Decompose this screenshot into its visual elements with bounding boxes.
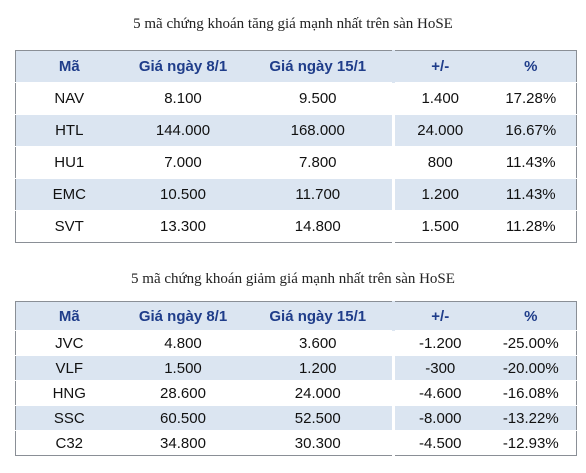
- cell-percent: -12.93%: [485, 430, 577, 456]
- cell-price-15-1: 52.500: [243, 405, 394, 431]
- table-row: NAV 8.100 9.500 1.400 17.28%: [15, 82, 577, 115]
- table-row: HU1 7.000 7.800 800 11.43%: [15, 146, 577, 179]
- cell-ma: VLF: [15, 355, 123, 381]
- cell-percent: 11.43%: [485, 178, 577, 211]
- cell-price-8-1: 13.300: [122, 210, 244, 243]
- cell-ma: HTL: [15, 114, 123, 147]
- col-header-price-15-1: Giá ngày 15/1: [243, 301, 394, 331]
- cell-percent: 11.28%: [485, 210, 577, 243]
- losers-title: 5 mã chứng khoán giảm giá mạnh nhất trên…: [131, 271, 455, 287]
- cell-ma: HNG: [15, 380, 123, 406]
- cell-ma: SVT: [15, 210, 123, 243]
- cell-ma: EMC: [15, 178, 123, 211]
- table-row: EMC 10.500 11.700 1.200 11.43%: [15, 178, 577, 211]
- table-row: SVT 13.300 14.800 1.500 11.28%: [15, 210, 577, 243]
- cell-price-8-1: 34.800: [122, 430, 244, 456]
- cell-percent: -20.00%: [485, 355, 577, 381]
- cell-change: 800: [392, 146, 486, 179]
- cell-price-8-1: 7.000: [122, 146, 244, 179]
- cell-change: 1.500: [392, 210, 486, 243]
- table-row: VLF 1.500 1.200 -300 -20.00%: [15, 355, 577, 381]
- cell-change: 1.400: [392, 82, 486, 115]
- cell-price-15-1: 3.600: [243, 330, 394, 356]
- cell-price-15-1: 24.000: [243, 380, 394, 406]
- cell-change: -4.600: [392, 380, 486, 406]
- cell-change: 1.200: [392, 178, 486, 211]
- cell-price-8-1: 144.000: [122, 114, 244, 147]
- cell-percent: -13.22%: [485, 405, 577, 431]
- gainers-title: 5 mã chứng khoán tăng giá mạnh nhất trên…: [133, 16, 453, 32]
- cell-price-8-1: 1.500: [122, 355, 244, 381]
- cell-ma: NAV: [15, 82, 123, 115]
- cell-price-8-1: 4.800: [122, 330, 244, 356]
- col-header-change: +/-: [392, 50, 486, 83]
- cell-change: -1.200: [392, 330, 486, 356]
- cell-change: -4.500: [392, 430, 486, 456]
- losers-table: Mã Giá ngày 8/1 Giá ngày 15/1 +/- % JVC …: [15, 301, 577, 456]
- cell-price-8-1: 60.500: [122, 405, 244, 431]
- col-header-price-15-1: Giá ngày 15/1: [243, 50, 394, 83]
- table-row: C32 34.800 30.300 -4.500 -12.93%: [15, 430, 577, 456]
- cell-percent: -25.00%: [485, 330, 577, 356]
- cell-price-15-1: 14.800: [243, 210, 394, 243]
- cell-price-15-1: 168.000: [243, 114, 394, 147]
- cell-percent: 17.28%: [485, 82, 577, 115]
- table-header-row: Mã Giá ngày 8/1 Giá ngày 15/1 +/- %: [15, 301, 577, 331]
- col-header-percent: %: [485, 301, 577, 331]
- cell-ma: C32: [15, 430, 123, 456]
- cell-price-8-1: 10.500: [122, 178, 244, 211]
- table-header-row: Mã Giá ngày 8/1 Giá ngày 15/1 +/- %: [15, 50, 577, 83]
- cell-change: 24.000: [392, 114, 486, 147]
- cell-percent: -16.08%: [485, 380, 577, 406]
- table-row: SSC 60.500 52.500 -8.000 -13.22%: [15, 405, 577, 431]
- table-row: JVC 4.800 3.600 -1.200 -25.00%: [15, 330, 577, 356]
- cell-percent: 16.67%: [485, 114, 577, 147]
- col-header-price-8-1: Giá ngày 8/1: [122, 50, 244, 83]
- table-row: HTL 144.000 168.000 24.000 16.67%: [15, 114, 577, 147]
- cell-percent: 11.43%: [485, 146, 577, 179]
- cell-ma: JVC: [15, 330, 123, 356]
- col-header-percent: %: [485, 50, 577, 83]
- cell-price-15-1: 11.700: [243, 178, 394, 211]
- gainers-table: Mã Giá ngày 8/1 Giá ngày 15/1 +/- % NAV …: [15, 50, 577, 243]
- col-header-ma: Mã: [15, 50, 123, 83]
- cell-price-8-1: 8.100: [122, 82, 244, 115]
- col-header-price-8-1: Giá ngày 8/1: [122, 301, 244, 331]
- cell-price-15-1: 9.500: [243, 82, 394, 115]
- cell-price-15-1: 1.200: [243, 355, 394, 381]
- cell-price-8-1: 28.600: [122, 380, 244, 406]
- col-header-change: +/-: [392, 301, 486, 331]
- cell-change: -8.000: [392, 405, 486, 431]
- cell-ma: HU1: [15, 146, 123, 179]
- cell-price-15-1: 30.300: [243, 430, 394, 456]
- cell-change: -300: [392, 355, 486, 381]
- cell-ma: SSC: [15, 405, 123, 431]
- col-header-ma: Mã: [15, 301, 123, 331]
- cell-price-15-1: 7.800: [243, 146, 394, 179]
- table-row: HNG 28.600 24.000 -4.600 -16.08%: [15, 380, 577, 406]
